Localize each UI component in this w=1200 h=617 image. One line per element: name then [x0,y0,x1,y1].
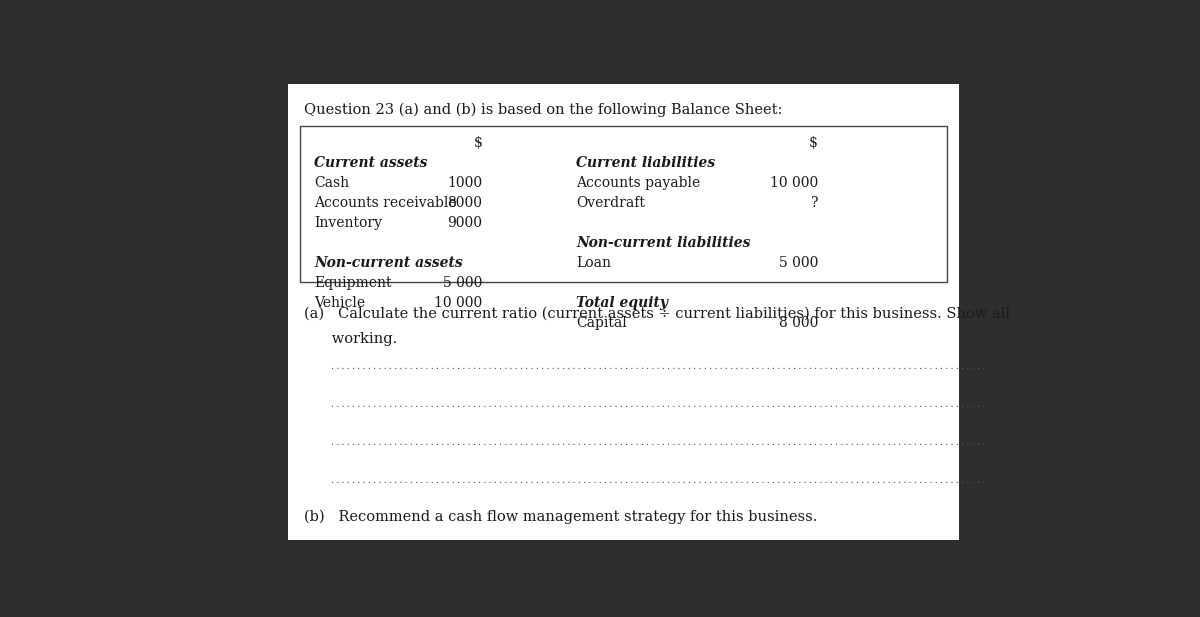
Text: Inventory: Inventory [314,216,383,230]
Bar [288,83,959,540]
Text: Vehicle: Vehicle [314,296,366,310]
Text: Overdraft: Overdraft [576,196,646,210]
Text: Cash: Cash [314,176,349,190]
Text: 1000: 1000 [448,176,482,190]
Text: Question 23 (a) and (b) is based on the following Balance Sheet:: Question 23 (a) and (b) is based on the … [305,102,782,117]
Text: 10 000: 10 000 [770,176,818,190]
Text: ................................................................................: ........................................… [330,476,986,485]
Text: Non-current liabilities: Non-current liabilities [576,236,751,251]
Text: Current liabilities: Current liabilities [576,156,715,170]
Text: ................................................................................: ........................................… [330,362,986,371]
Text: 8 000: 8 000 [779,316,818,330]
Text: Total equity: Total equity [576,296,668,310]
Bar [300,125,947,282]
Text: ................................................................................: ........................................… [330,438,986,447]
Text: Equipment: Equipment [314,276,392,290]
Text: Accounts receivable: Accounts receivable [314,196,457,210]
Text: Loan: Loan [576,256,611,270]
Text: 8000: 8000 [448,196,482,210]
Text: (a)   Calculate the current ratio (current assets ÷ current liabilities) for thi: (a) Calculate the current ratio (current… [305,307,1010,321]
Text: 5 000: 5 000 [779,256,818,270]
Text: Current assets: Current assets [314,156,428,170]
Text: ?: ? [810,196,818,210]
Text: 10 000: 10 000 [434,296,482,310]
Text: $: $ [809,136,818,150]
Text: $: $ [474,136,482,150]
Text: working.: working. [305,332,397,346]
Text: 9000: 9000 [448,216,482,230]
Text: 5 000: 5 000 [443,276,482,290]
Text: (b)   Recommend a cash flow management strategy for this business.: (b) Recommend a cash flow management str… [305,510,818,524]
Text: Accounts payable: Accounts payable [576,176,701,190]
Text: ................................................................................: ........................................… [330,400,986,409]
Text: Non-current assets: Non-current assets [314,256,463,270]
Text: Capital: Capital [576,316,628,330]
